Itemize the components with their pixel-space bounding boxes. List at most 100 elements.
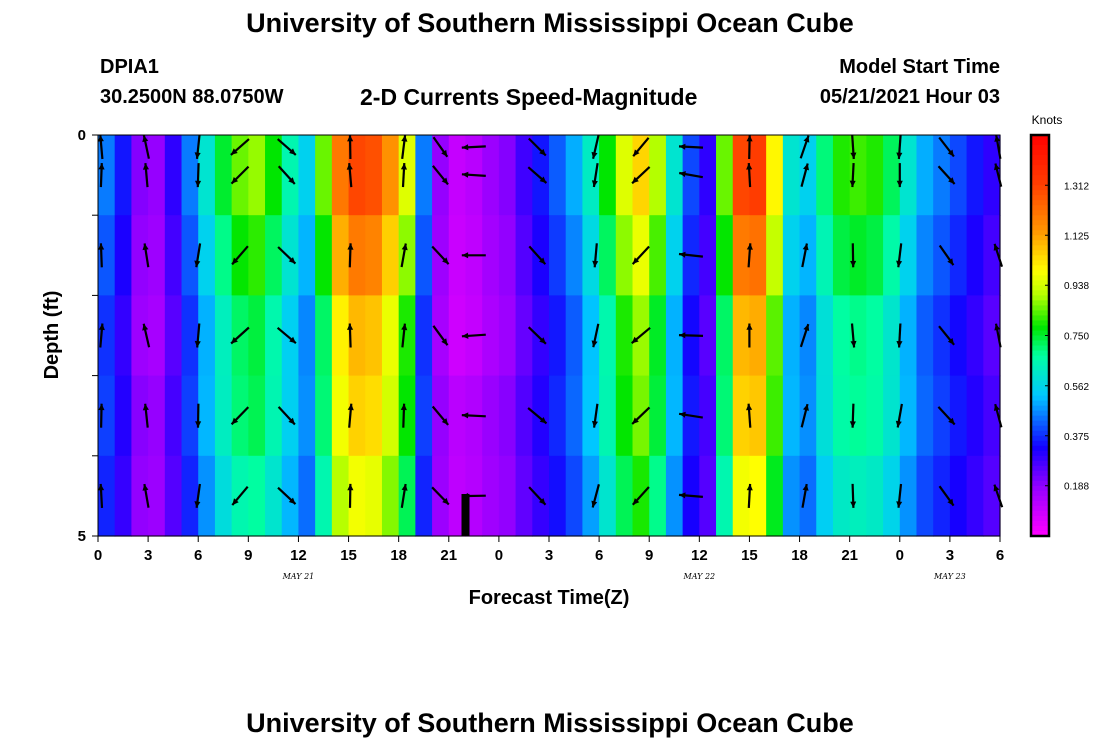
heatmap-cell — [665, 135, 684, 216]
station-id: DPIA1 — [100, 56, 159, 78]
heatmap-cell — [766, 455, 784, 537]
current-arrow — [631, 245, 650, 265]
current-arrow — [142, 403, 149, 428]
colorbar-swatch — [1031, 210, 1049, 216]
heatmap-cell — [899, 215, 918, 296]
current-arrow — [195, 403, 202, 428]
heatmap-cell — [214, 295, 233, 377]
colorbar-swatch — [1031, 360, 1049, 367]
current-arrow — [592, 403, 599, 428]
colorbar-swatch — [1031, 205, 1049, 211]
heatmap-cell — [615, 295, 634, 377]
heatmap-cell — [365, 295, 383, 377]
heatmap-cell — [615, 455, 634, 537]
colorbar-swatch — [1031, 240, 1049, 246]
heatmap-cell — [415, 215, 433, 296]
heatmap-cell — [248, 295, 266, 377]
colorbar-swatch — [1031, 415, 1049, 422]
heatmap-cell — [532, 215, 550, 296]
colorbar-swatch — [1031, 525, 1049, 532]
x-tick-label: 3 — [545, 547, 553, 564]
current-arrow — [98, 403, 105, 428]
current-arrows — [97, 134, 1004, 536]
colorbar-swatch — [1031, 375, 1049, 382]
current-arrow — [993, 484, 1004, 508]
heatmap-cell — [365, 135, 383, 216]
current-arrow — [194, 134, 201, 160]
current-arrow — [461, 144, 486, 151]
colorbar-swatch — [1031, 280, 1049, 286]
heatmap-cell — [348, 135, 366, 216]
date-label: MAY 21 — [282, 572, 315, 581]
current-arrow — [591, 323, 600, 348]
current-arrow — [432, 165, 449, 186]
heatmap-cell — [98, 455, 116, 537]
heatmap-cell — [983, 295, 1001, 377]
colorbar-tick-label: 0.562 — [1064, 382, 1089, 393]
heatmap-cell — [298, 295, 316, 377]
colorbar-swatch — [1031, 400, 1049, 407]
colorbar-swatch — [1031, 435, 1049, 442]
current-arrow — [678, 332, 704, 339]
colorbar-swatch — [1031, 275, 1049, 281]
current-arrow — [461, 494, 470, 536]
heatmap-cell — [883, 295, 901, 377]
current-arrow — [231, 485, 249, 506]
heatmap-cell — [181, 215, 199, 296]
current-arrow — [347, 134, 354, 160]
colorbar-swatch — [1031, 365, 1049, 372]
current-arrow — [194, 243, 202, 268]
heatmap-cell — [331, 215, 350, 296]
colorbar-swatch — [1031, 320, 1049, 327]
x-tick-label: 0 — [896, 547, 904, 564]
heatmap-cell — [482, 455, 500, 537]
colorbar-swatch — [1031, 425, 1049, 432]
current-arrow — [850, 483, 857, 508]
heatmap-cell — [98, 295, 116, 377]
current-arrow — [346, 163, 353, 188]
heatmap-cell — [866, 215, 884, 296]
heatmap-cell — [933, 455, 951, 537]
heatmap-cell — [599, 375, 617, 457]
heatmap-cell — [883, 215, 901, 296]
current-arrow — [432, 136, 449, 158]
current-arrow — [527, 407, 548, 425]
current-arrow — [937, 165, 956, 185]
heatmap-cell — [532, 455, 550, 537]
heatmap-cell — [899, 135, 918, 216]
colorbar-swatch — [1031, 315, 1049, 322]
heatmap-cell — [214, 455, 233, 537]
heatmap-cell — [615, 135, 634, 216]
heatmap-cell — [949, 135, 968, 216]
current-arrow — [401, 134, 408, 160]
current-arrow — [431, 245, 450, 265]
heatmap-cell — [248, 135, 266, 216]
x-axis-label: Forecast Time(Z) — [469, 587, 630, 609]
current-arrow — [97, 134, 104, 160]
current-arrow — [746, 163, 753, 188]
heatmap-cell — [966, 375, 984, 457]
current-arrow — [591, 135, 600, 159]
heatmap-cell — [849, 375, 867, 457]
colorbar-swatch — [1031, 500, 1049, 507]
current-arrow — [527, 166, 548, 184]
heatmap-cell — [933, 375, 951, 457]
heatmap-cell — [665, 295, 684, 377]
heatmap-cell — [315, 135, 333, 216]
current-arrow — [276, 326, 297, 345]
colorbar-swatch — [1031, 465, 1049, 472]
heatmap-cell — [281, 295, 300, 377]
heatmap-cell — [732, 375, 751, 457]
colorbar-swatch — [1031, 445, 1049, 452]
colorbar-swatch — [1031, 505, 1049, 512]
heatmap-cell — [749, 215, 767, 296]
current-arrow — [631, 406, 651, 425]
heatmap-cell — [281, 135, 300, 216]
current-arrow — [678, 411, 703, 419]
heatmap-cell — [214, 135, 233, 216]
heatmap-cell — [565, 375, 583, 457]
heatmap-cell — [131, 135, 149, 216]
current-arrow — [400, 163, 407, 188]
heatmap-cell — [883, 135, 901, 216]
heatmap-cell — [665, 215, 684, 296]
